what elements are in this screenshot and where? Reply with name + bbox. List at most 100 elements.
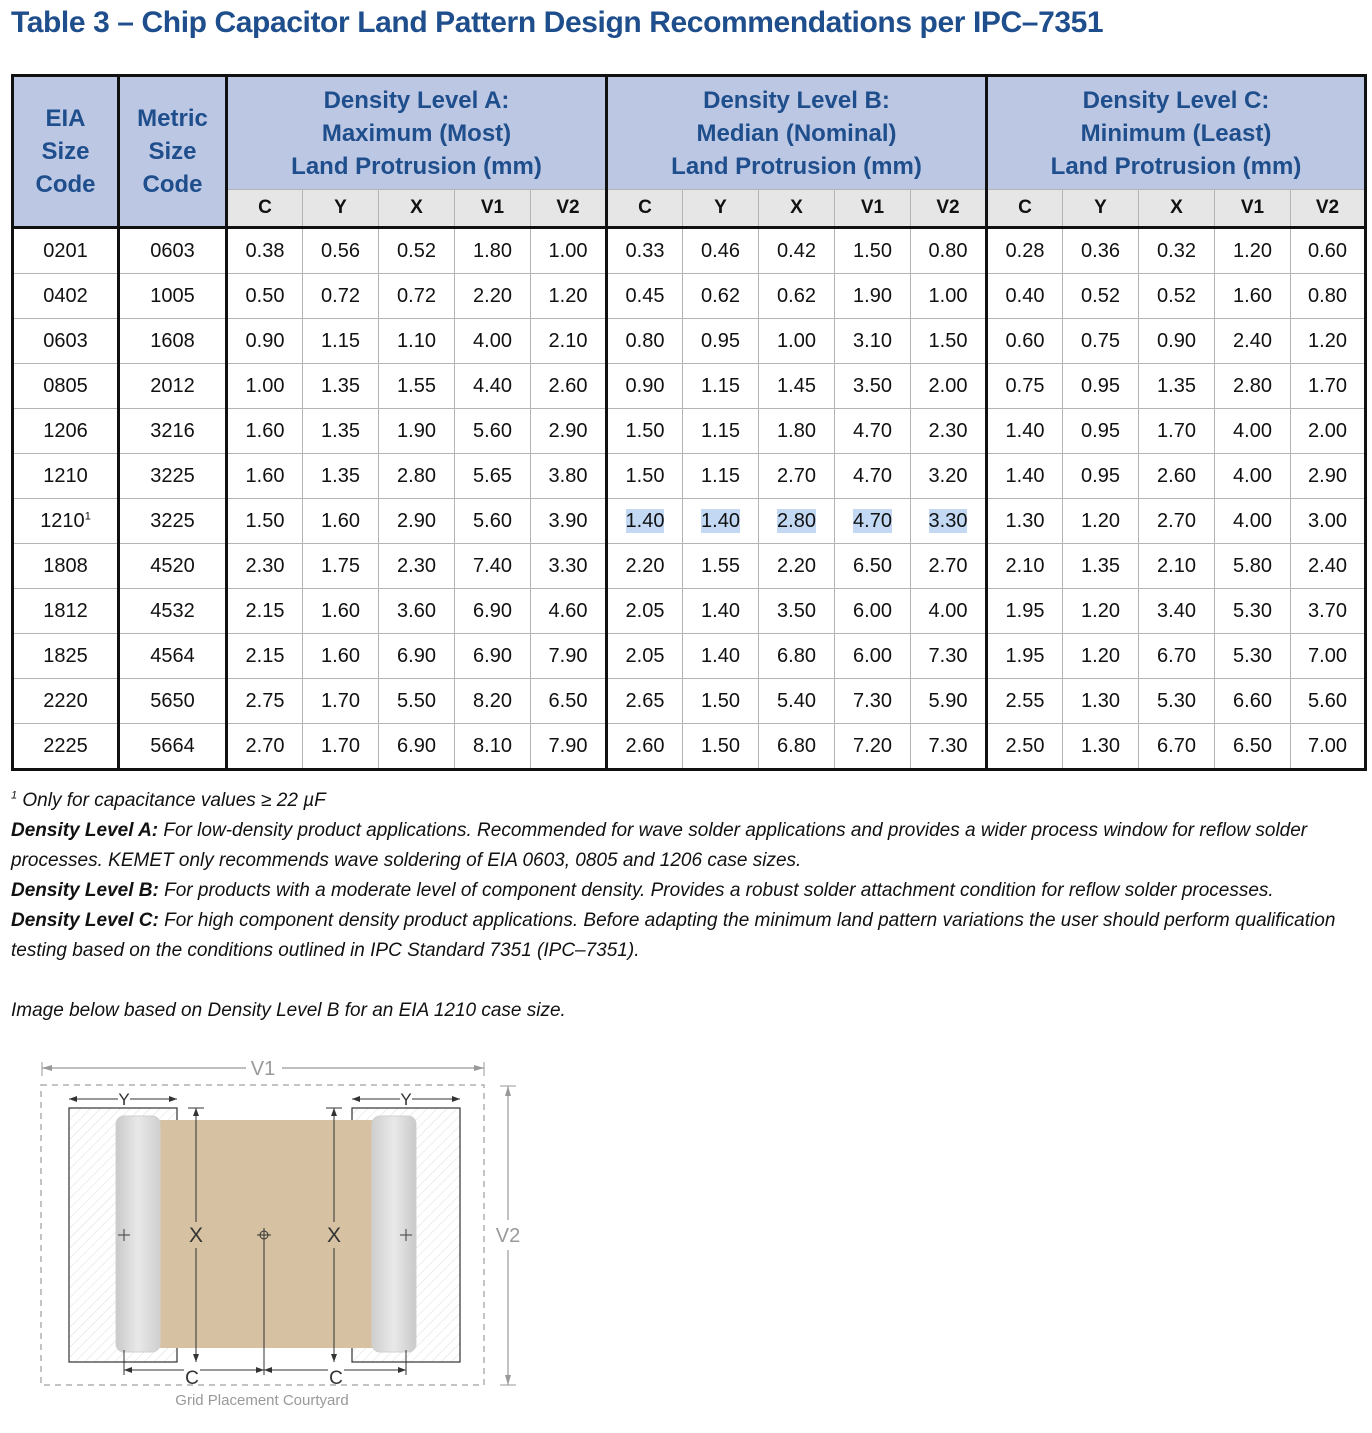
value-cell: 4.00 [1214, 498, 1291, 544]
value-text: 3.50 [777, 599, 816, 622]
value-text: 2.80 [777, 508, 816, 533]
value-cell: 0.45 [605, 273, 683, 319]
value-cell: 1.50 [605, 453, 683, 499]
value-cell: 3.50 [834, 363, 911, 409]
value-cell: 2.20 [605, 543, 683, 589]
value-text: 2.20 [777, 554, 816, 577]
table-row: 1808 4520 2.30 1.75 2.30 7.40 3.30 2.20 1.55 2.20… [11, 543, 1367, 589]
value-text: 7.00 [1308, 644, 1347, 667]
value-cell: 3.50 [758, 588, 835, 634]
value-text: 1.40 [701, 599, 740, 622]
value-cell: 2.05 [605, 588, 683, 634]
value-cell: 1.50 [834, 227, 911, 274]
value-text: 0.28 [1005, 239, 1045, 262]
value-text: 6.00 [853, 599, 892, 622]
value-cell: 2.20 [758, 543, 835, 589]
density-b-line2: Median (Nominal) [696, 119, 897, 147]
metric-size-cell: 5650 [117, 678, 227, 724]
metric-size-cell: 3225 [117, 498, 227, 544]
value-cell: 4.00 [454, 318, 531, 364]
value-text: 1.50 [625, 464, 665, 487]
value-cell: 0.75 [1062, 318, 1139, 364]
x-left-label: X [189, 1224, 203, 1247]
right-pad-center-icon [400, 1229, 412, 1241]
value-text: 1.95 [1005, 599, 1045, 622]
value-text: 0.75 [1005, 374, 1045, 397]
value-cell: 3.90 [530, 498, 607, 544]
density-a-line1: Density Level A: [323, 86, 510, 114]
value-cell: 0.75 [985, 363, 1063, 409]
value-text: 0.52 [397, 239, 436, 262]
value-cell: 5.50 [378, 678, 455, 724]
value-text: 2.30 [397, 554, 436, 577]
metric-size-header-text: Metric Size Code [137, 105, 208, 198]
value-cell: 2.60 [1138, 453, 1215, 499]
value-cell: 3.40 [1138, 588, 1215, 634]
density-b-line3: Land Protrusion (mm) [671, 152, 922, 180]
value-cell: 2.10 [1138, 543, 1215, 589]
value-cell: 1.75 [302, 543, 379, 589]
density-a-note-label: Density Level A: [11, 820, 159, 841]
value-cell: 0.28 [985, 227, 1063, 274]
value-cell: 0.80 [1290, 273, 1367, 319]
value-text: 6.50 [548, 689, 588, 712]
x-left-arrow-bottom [193, 1354, 199, 1362]
metric-size-cell: 0603 [117, 227, 227, 274]
value-cell: 0.60 [985, 318, 1063, 364]
value-cell: 0.50 [225, 273, 303, 319]
c-right-arrow-b [398, 1367, 406, 1373]
value-text: 3.60 [397, 599, 436, 622]
value-text: 6.70 [1157, 644, 1196, 667]
value-cell: 6.50 [530, 678, 607, 724]
value-cell: 1.20 [1214, 227, 1291, 274]
metric-size-cell: 4564 [117, 633, 227, 679]
value-cell: 1.60 [302, 588, 379, 634]
value-cell: 6.80 [758, 723, 835, 771]
value-cell: 7.90 [530, 633, 607, 679]
value-cell: 0.46 [682, 227, 759, 274]
value-text: 2.10 [548, 329, 588, 352]
value-text: 4.00 [473, 329, 512, 352]
value-cell: 1.40 [682, 498, 759, 544]
value-cell: 5.60 [1290, 678, 1367, 724]
value-cell: 7.00 [1290, 633, 1367, 679]
value-text: 5.80 [1233, 554, 1272, 577]
value-text: 1.20 [1081, 644, 1120, 667]
value-cell: 4.70 [834, 498, 911, 544]
metric-size-cell: 4532 [117, 588, 227, 634]
value-text: 5.40 [777, 689, 816, 712]
metric-size-header: Metric Size Code [117, 74, 227, 229]
center-target-icon [257, 1228, 271, 1242]
value-text: 7.30 [928, 644, 968, 667]
value-text: 0.90 [625, 374, 665, 397]
eia-size-cell: 1825 [11, 633, 119, 679]
subcolumn-header-y: Y [1062, 189, 1139, 229]
eia-size-cell: 0603 [11, 318, 119, 364]
subcolumn-header-x: X [758, 189, 835, 229]
value-text: 1.10 [397, 329, 436, 352]
value-text: 8.10 [473, 734, 512, 757]
value-cell: 2.80 [758, 498, 835, 544]
value-cell: 1.20 [530, 273, 607, 319]
table-row: 0201 0603 0.38 0.56 0.52 1.80 1.00 0.33 0.46 0.42… [11, 227, 1367, 274]
value-text: 6.70 [1157, 734, 1196, 757]
value-text: 1.30 [1005, 509, 1045, 532]
value-cell: 1.55 [682, 543, 759, 589]
value-text: 0.90 [1157, 329, 1196, 352]
eia-size-value: 1210 [40, 509, 85, 532]
density-a-note-text: For low-density product applications. Re… [11, 820, 1308, 871]
value-cell: 5.60 [454, 498, 531, 544]
value-cell: 2.60 [530, 363, 607, 409]
value-cell: 3.60 [378, 588, 455, 634]
subcolumn-header-v1: V1 [1214, 189, 1291, 229]
eia-size-cell: 2220 [11, 678, 119, 724]
value-cell: 1.60 [302, 633, 379, 679]
v1-arrow-right [474, 1065, 484, 1071]
value-cell: 1.30 [1062, 723, 1139, 771]
value-text: 3.40 [1157, 599, 1196, 622]
value-text: 1.15 [701, 419, 740, 442]
value-cell: 2.30 [378, 543, 455, 589]
footnote: 1 Only for capacitance values ≥ 22 µF [11, 786, 1361, 816]
value-cell: 0.60 [1290, 227, 1367, 274]
table-row: 1812 4532 2.15 1.60 3.60 6.90 4.60 2.05 1.40 3.50… [11, 588, 1367, 634]
